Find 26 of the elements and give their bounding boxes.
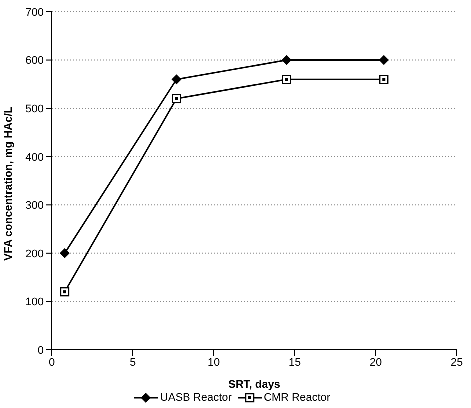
y-tick-label: 600 <box>26 55 44 68</box>
legend-label: CMR Reactor <box>264 392 331 404</box>
y-tick-label: 300 <box>26 200 44 212</box>
x-tick-label: 0 <box>48 356 56 369</box>
y-axis-title: VFA concentration, mg HAc/L <box>2 106 15 261</box>
y-tick-label: 700 <box>26 6 44 19</box>
x-tick-label: 20 <box>370 356 382 369</box>
x-tick-label: 25 <box>450 356 464 369</box>
point <box>282 55 292 66</box>
point <box>380 75 389 84</box>
y-tick-label: 500 <box>26 103 44 116</box>
point <box>379 55 390 66</box>
y-tick-label: 100 <box>26 296 44 309</box>
y-tick-label: 400 <box>26 152 44 164</box>
x-tick-label: 5 <box>130 356 136 369</box>
point <box>282 75 292 84</box>
point <box>172 74 182 85</box>
x-tick-label: 15 <box>288 356 302 369</box>
x-tick-label: 10 <box>208 356 220 369</box>
point <box>172 94 182 104</box>
point <box>60 248 70 258</box>
point <box>60 287 70 297</box>
legend-label: UASB Reactor <box>160 392 232 404</box>
y-tick-label: 0 <box>38 344 44 357</box>
x-axis-title: SRT, days <box>228 379 280 391</box>
y-tick-label: 200 <box>26 248 44 260</box>
